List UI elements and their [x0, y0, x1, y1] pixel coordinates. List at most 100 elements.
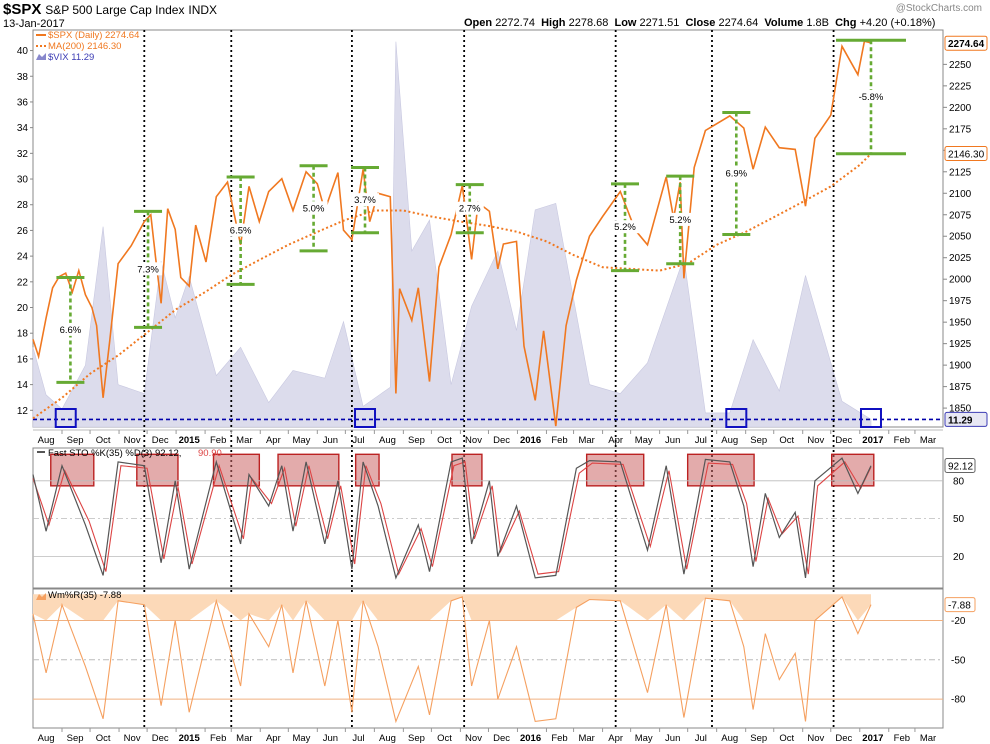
spx-axis-label: 1925	[949, 339, 972, 350]
spx-axis-label: 1975	[949, 296, 972, 307]
mid-xtick-label: Apr	[266, 435, 281, 446]
mid-xtick-label: May	[635, 435, 653, 446]
drawdown-label-3: 5.0%	[303, 203, 325, 214]
mid-xtick-label: Dec	[493, 435, 510, 446]
stoch-legend: Fast STO %K(35) %D(3) 92.12,	[48, 448, 181, 459]
drawdown-label-0: 6.6%	[60, 325, 82, 336]
chg-label: Chg	[835, 17, 857, 29]
spx-value-flag-box	[944, 35, 988, 51]
vix-area	[32, 41, 872, 428]
mid-xtick-label: Oct	[779, 435, 794, 446]
ticker-title: $SPX S&P 500 Large Cap Index INDX	[3, 1, 217, 18]
vix-axis-label: 16	[17, 354, 29, 365]
vix-axis-label: 12	[17, 406, 29, 417]
ma200-value-flag: 2146.30	[948, 149, 985, 160]
spx-axis-label: 1850	[949, 404, 972, 415]
bottom-xtick-label: Nov	[465, 733, 482, 744]
mid-xtick-label: 2016	[520, 435, 541, 446]
mid-xtick-label: Oct	[96, 435, 111, 446]
drawdown-label-bg-2	[226, 223, 255, 237]
stochastic-panel-frame	[32, 447, 944, 589]
legend-entry-2: $VIX 11.29	[48, 52, 94, 63]
vix-axis-label: 40	[17, 46, 29, 57]
mid-xtick-label: Nov	[465, 435, 482, 446]
drawdown-label-bg-7	[666, 212, 695, 226]
mid-xtick-label: 2017	[862, 435, 883, 446]
bottom-xtick-label: Sep	[408, 733, 425, 744]
mid-xtick-label: Jun	[323, 435, 338, 446]
bottom-xtick-label: Aug	[38, 733, 55, 744]
mid-xtick-label: Feb	[894, 435, 910, 446]
mid-xtick-label: Dec	[152, 435, 169, 446]
high-value: 2278.68	[568, 17, 609, 29]
spx-axis-label: 2250	[949, 60, 972, 71]
bottom-xtick-label: Feb	[551, 733, 567, 744]
stoch-k-line	[32, 457, 872, 580]
wmr-value-flag: -7.88	[948, 601, 971, 612]
drawdown-label-8: 6.9%	[725, 169, 747, 180]
mid-xtick-label: Jun	[665, 435, 680, 446]
spx-axis-label: 2075	[949, 210, 972, 221]
stoch-value-flag: 92.12	[948, 462, 973, 473]
bottom-xtick-label: Sep	[67, 733, 84, 744]
bottom-xtick-label: Oct	[779, 733, 794, 744]
vix-low-box-2	[725, 408, 748, 428]
bottom-xtick-label: Apr	[608, 733, 623, 744]
drawdown-label-bg-8	[722, 166, 751, 180]
bottom-xtick-label: Dec	[152, 733, 169, 744]
vix-low-box-3	[859, 408, 882, 428]
spx-axis-label: 2200	[949, 103, 972, 114]
drawdown-label-9: -5.8%	[859, 92, 884, 103]
bottom-xtick-label: Apr	[266, 733, 281, 744]
drawdown-label-bg-4	[351, 193, 380, 207]
bottom-xtick-label: Oct	[437, 733, 452, 744]
vix-axis-label: 28	[17, 200, 29, 211]
wmr-axis-label: -50	[951, 655, 966, 666]
low-value: 2271.51	[639, 17, 680, 29]
stoch-legend-d: 90.90	[198, 448, 222, 459]
mid-xtick-label: Aug	[721, 435, 738, 446]
bottom-xtick-label: Nov	[807, 733, 824, 744]
stoch-axis-label: 80	[953, 476, 965, 487]
drawdown-label-2: 6.5%	[230, 226, 252, 237]
drawdown-label-bg-5	[455, 201, 484, 215]
wmr-line	[32, 595, 872, 724]
spx-axis-label: 2000	[949, 275, 972, 286]
wmr-axis-label: -80	[951, 695, 966, 706]
bottom-xtick-label: 2016	[520, 733, 541, 744]
chart-date: 13-Jan-2017	[3, 18, 65, 30]
drawdown-label-bg-3	[299, 201, 328, 215]
vix-axis-label: 18	[17, 329, 29, 340]
mid-xtick-label: Jul	[352, 435, 364, 446]
wmr-legend-swatch	[36, 593, 46, 600]
bottom-xtick-label: 2017	[862, 733, 883, 744]
ticker-exchange: INDX	[188, 3, 218, 17]
mid-xtick-label: Sep	[67, 435, 84, 446]
bottom-xtick-label: Dec	[835, 733, 852, 744]
quote-bar: Open 2272.74 High 2278.68 Low 2271.51 Cl…	[464, 17, 935, 29]
low-label: Low	[614, 17, 637, 29]
mid-xtick-label: Feb	[551, 435, 567, 446]
spx-axis-label: 2125	[949, 167, 972, 178]
legend-swatch-vix	[36, 53, 46, 60]
bottom-xtick-label: Mar	[236, 733, 252, 744]
bottom-xtick-label: Feb	[894, 733, 910, 744]
drawdown-label-4: 3.7%	[354, 195, 376, 206]
mid-xtick-label: Feb	[210, 435, 226, 446]
drawdown-label-7: 5.2%	[669, 215, 691, 226]
volume-value: 1.8B	[806, 17, 829, 29]
spx-axis-label: 1950	[949, 318, 972, 329]
bottom-xtick-label: Jul	[695, 733, 707, 744]
stoch-axis-label: 20	[953, 552, 965, 563]
bottom-xtick-label: Jun	[665, 733, 680, 744]
mid-xtick-label: Oct	[437, 435, 452, 446]
legend-entry-1: MA(200) 2146.30	[48, 41, 121, 52]
close-value: 2274.64	[718, 17, 759, 29]
spx-axis-label: 1875	[949, 382, 972, 393]
mid-xtick-label: Sep	[750, 435, 767, 446]
vix-axis-label: 22	[17, 277, 29, 288]
bottom-xtick-label: Sep	[750, 733, 767, 744]
mid-xtick-label: Aug	[38, 435, 55, 446]
bottom-xtick-label: Dec	[493, 733, 510, 744]
